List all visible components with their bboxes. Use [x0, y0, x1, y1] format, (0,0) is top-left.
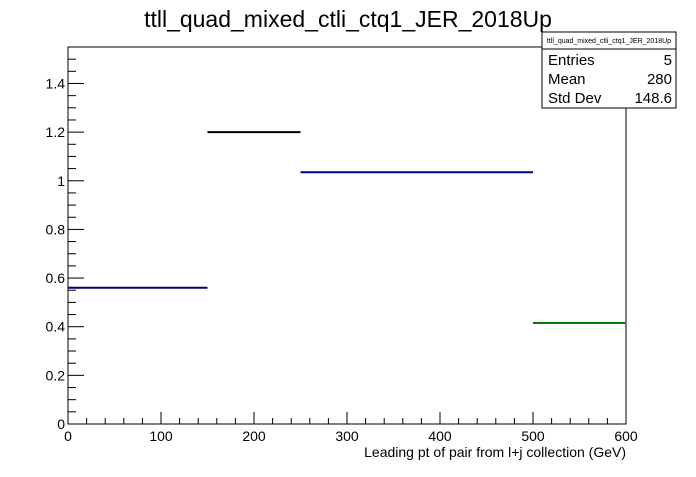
stats-box-rows: Entries 5 Mean 280 Std Dev 148.6 — [548, 52, 672, 107]
stats-box: ttll_quad_mixed_ctli_ctq1_JER_2018Up Ent… — [541, 31, 677, 109]
y-tick-label: 0.8 — [46, 221, 66, 237]
stats-value-mean: 280 — [647, 71, 672, 88]
y-axis: 0 0.2 0.4 0.6 0.8 1 1.2 1.4 — [46, 46, 84, 432]
x-axis-label: Leading pt of pair from l+j collection (… — [364, 444, 626, 460]
stats-label-mean: Mean — [548, 71, 586, 88]
y-tick-label: 0 — [57, 416, 65, 432]
x-axis: 0 100 200 300 400 500 600 — [64, 412, 638, 444]
stats-value-std-dev: 148.6 — [634, 90, 672, 107]
x-tick-label: 600 — [614, 428, 638, 444]
histogram-bins — [68, 131, 626, 325]
chart-title: ttll_quad_mixed_ctli_ctq1_JER_2018Up — [144, 6, 552, 32]
y-tick-label: 0.6 — [46, 270, 66, 286]
x-tick-label: 400 — [428, 428, 452, 444]
x-tick-label: 200 — [242, 428, 266, 444]
x-tick-label: 100 — [149, 428, 173, 444]
x-tick-label: 500 — [521, 428, 545, 444]
stats-label-entries: Entries — [548, 52, 595, 69]
y-tick-label: 1 — [57, 173, 65, 189]
stats-label-std-dev: Std Dev — [548, 90, 602, 107]
stats-box-title: ttll_quad_mixed_ctli_ctq1_JER_2018Up — [547, 38, 671, 45]
y-tick-label: 1.4 — [46, 75, 66, 91]
stats-box-frame — [541, 31, 677, 109]
x-tick-label: 300 — [335, 428, 359, 444]
y-tick-label: 0.4 — [46, 319, 66, 335]
x-tick-label: 0 — [64, 428, 72, 444]
y-tick-label: 0.2 — [46, 367, 66, 383]
stats-value-entries: 5 — [664, 52, 672, 69]
y-tick-label: 1.2 — [46, 124, 66, 140]
